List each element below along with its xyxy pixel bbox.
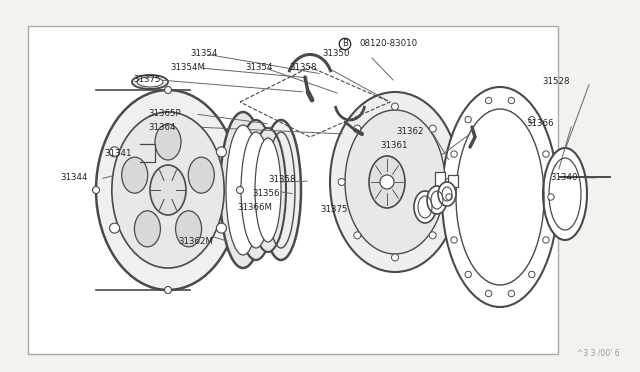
Ellipse shape <box>250 128 286 252</box>
Circle shape <box>465 116 472 123</box>
Circle shape <box>109 147 120 157</box>
Text: 31528: 31528 <box>542 77 570 87</box>
Circle shape <box>93 186 99 193</box>
Ellipse shape <box>414 191 436 223</box>
Ellipse shape <box>261 120 301 260</box>
Ellipse shape <box>438 182 456 206</box>
Circle shape <box>486 97 492 104</box>
Circle shape <box>446 194 452 200</box>
Ellipse shape <box>369 156 405 208</box>
Circle shape <box>109 223 120 233</box>
Ellipse shape <box>175 211 202 247</box>
Text: 31358: 31358 <box>289 62 317 71</box>
Circle shape <box>486 290 492 297</box>
Circle shape <box>508 97 515 104</box>
Ellipse shape <box>220 112 266 268</box>
Circle shape <box>216 223 227 233</box>
Circle shape <box>354 232 361 239</box>
Ellipse shape <box>96 90 240 290</box>
Circle shape <box>543 237 549 243</box>
Text: 31344: 31344 <box>60 173 88 183</box>
Text: 31341: 31341 <box>104 150 131 158</box>
Text: 31350: 31350 <box>322 49 349 58</box>
Ellipse shape <box>188 157 214 193</box>
Ellipse shape <box>132 75 168 89</box>
Circle shape <box>392 254 399 261</box>
Text: ^3 3 /00' 6: ^3 3 /00' 6 <box>577 349 620 358</box>
Circle shape <box>164 286 172 294</box>
Ellipse shape <box>150 165 186 215</box>
Text: 31375: 31375 <box>133 74 161 83</box>
Text: 31361: 31361 <box>380 141 408 151</box>
Circle shape <box>543 151 549 157</box>
Text: 31340: 31340 <box>550 173 577 183</box>
Bar <box>28 26 558 354</box>
Circle shape <box>164 87 172 93</box>
Text: 08120-83010: 08120-83010 <box>359 39 417 48</box>
Text: 31366: 31366 <box>526 119 554 128</box>
Text: 31354M: 31354M <box>170 62 205 71</box>
Ellipse shape <box>122 157 148 193</box>
Circle shape <box>380 175 394 189</box>
Text: 31358: 31358 <box>268 176 296 185</box>
Ellipse shape <box>345 110 445 254</box>
Circle shape <box>237 186 243 193</box>
Circle shape <box>451 237 457 243</box>
Text: 31354: 31354 <box>245 62 273 71</box>
Text: 31356: 31356 <box>252 189 280 199</box>
Ellipse shape <box>134 211 161 247</box>
Circle shape <box>392 103 399 110</box>
Circle shape <box>429 232 436 239</box>
Bar <box>435 172 445 192</box>
Ellipse shape <box>236 120 276 260</box>
Text: 31365P: 31365P <box>148 109 180 119</box>
Circle shape <box>548 194 554 200</box>
Text: 31354: 31354 <box>190 49 218 58</box>
Circle shape <box>465 271 472 278</box>
Ellipse shape <box>255 138 281 242</box>
Circle shape <box>451 151 457 157</box>
Circle shape <box>338 179 345 186</box>
Ellipse shape <box>226 125 260 255</box>
Text: 31362: 31362 <box>396 128 424 137</box>
Bar <box>448 175 458 187</box>
Circle shape <box>445 179 452 186</box>
Text: 31364: 31364 <box>148 122 175 131</box>
Circle shape <box>429 125 436 132</box>
Ellipse shape <box>241 132 271 248</box>
Circle shape <box>508 290 515 297</box>
Ellipse shape <box>112 112 224 268</box>
Circle shape <box>354 125 361 132</box>
Ellipse shape <box>330 92 460 272</box>
Circle shape <box>216 147 227 157</box>
Text: 31375: 31375 <box>320 205 348 214</box>
Text: 31362M: 31362M <box>178 237 213 247</box>
Ellipse shape <box>155 124 181 160</box>
Ellipse shape <box>427 186 447 214</box>
Text: B: B <box>342 39 348 48</box>
Ellipse shape <box>543 148 587 240</box>
Circle shape <box>529 116 535 123</box>
Text: 31366M: 31366M <box>237 203 272 212</box>
Circle shape <box>529 271 535 278</box>
Ellipse shape <box>442 87 558 307</box>
